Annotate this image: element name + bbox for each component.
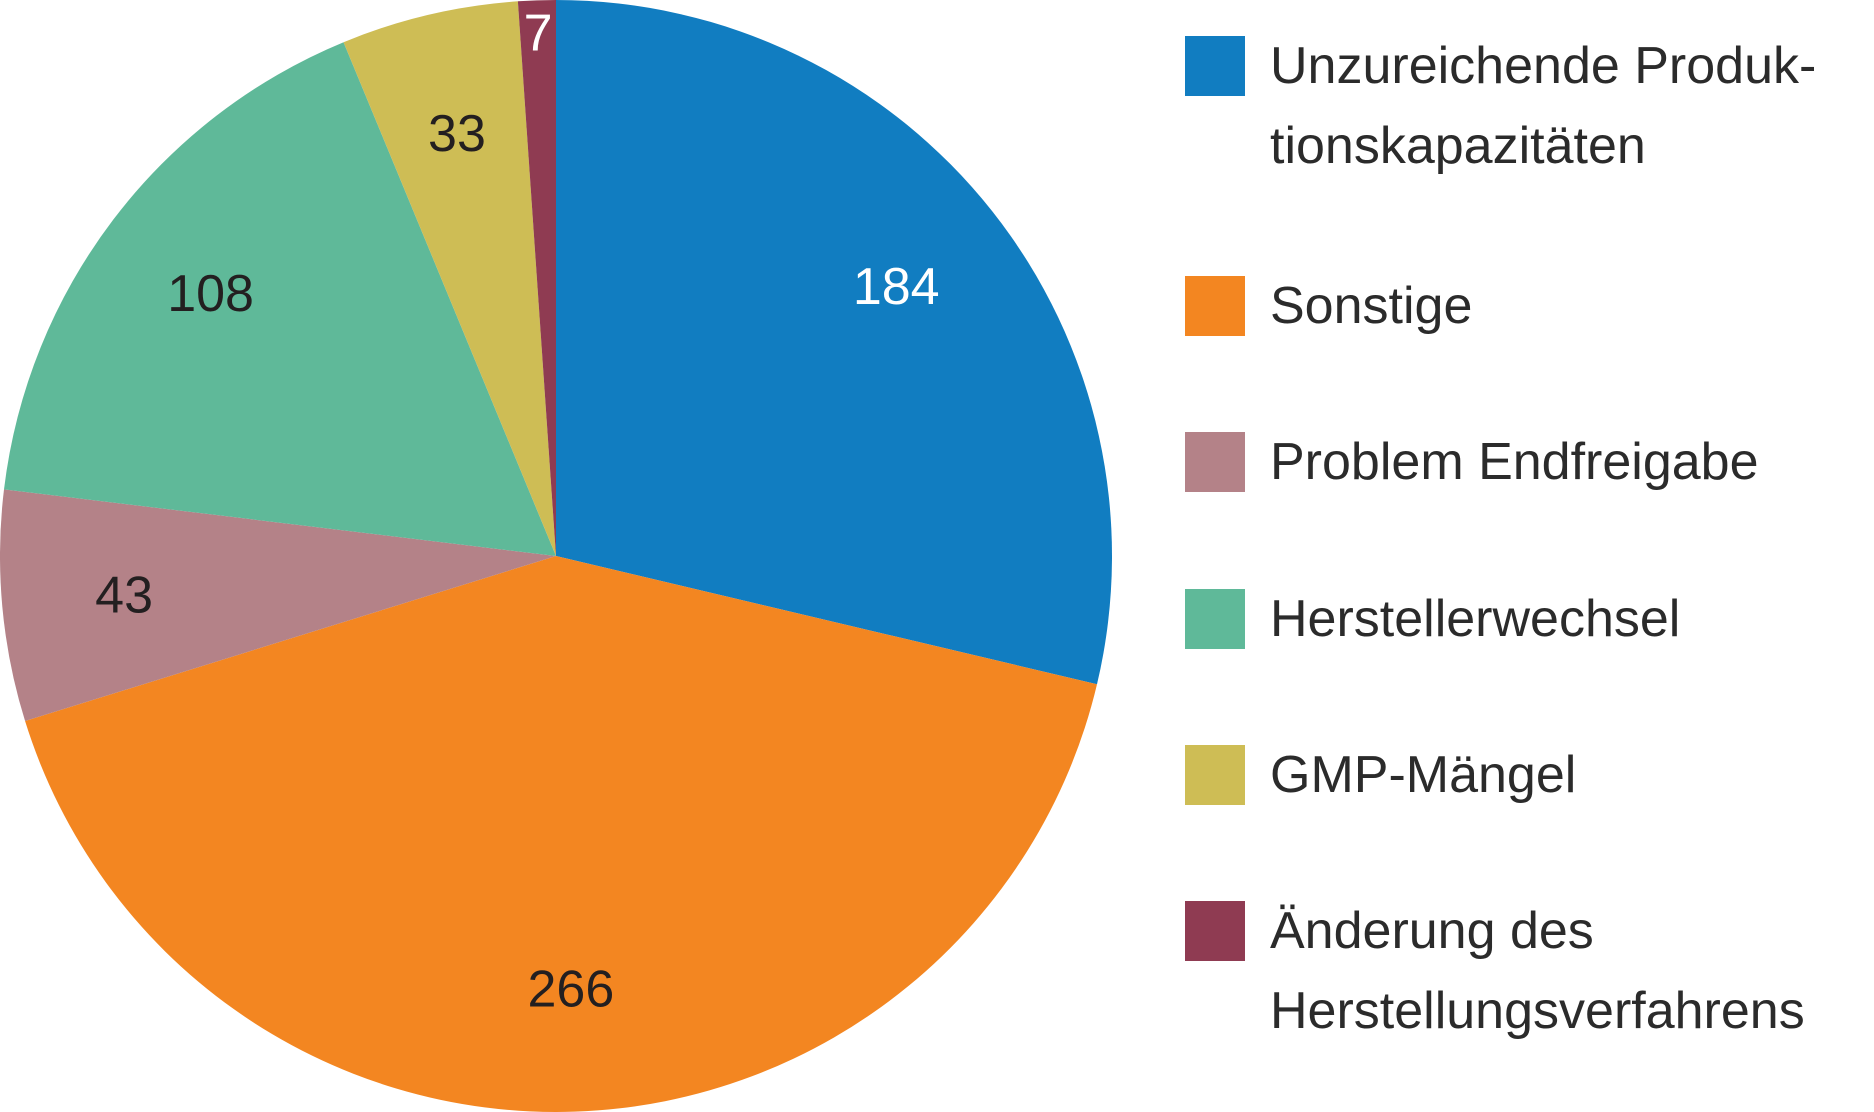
legend-swatch	[1185, 36, 1245, 96]
slice-value-label: 184	[853, 258, 940, 316]
pie-slice	[343, 1, 556, 557]
slice-value-label: 266	[527, 960, 614, 1018]
pie-slice	[556, 0, 1112, 685]
slice-value-label: 108	[167, 265, 254, 323]
legend-swatch	[1185, 432, 1245, 492]
legend-label: GMP-Mängel	[1270, 746, 1577, 804]
legend-label: Unzureichende Produk- tionskapazitäten	[1270, 37, 1817, 175]
pie-slice	[25, 556, 1098, 1112]
slice-value-label: 33	[428, 105, 486, 163]
legend-swatch	[1185, 901, 1245, 961]
legend-swatch	[1185, 276, 1245, 336]
slice-value-label: 43	[95, 566, 153, 624]
legend-label: Änderung des Herstellungsverfahrens	[1270, 902, 1805, 1040]
slice-value-label: 7	[524, 5, 553, 63]
legend-swatch	[1185, 745, 1245, 805]
pie-slice	[4, 42, 556, 556]
pie-slice	[517, 0, 556, 556]
pie-slice	[0, 489, 556, 722]
legend-label: Problem Endfreigabe	[1270, 433, 1759, 491]
legend-label: Herstellerwechsel	[1270, 590, 1681, 648]
legend-label: Sonstige	[1270, 277, 1473, 335]
legend-swatch	[1185, 589, 1245, 649]
